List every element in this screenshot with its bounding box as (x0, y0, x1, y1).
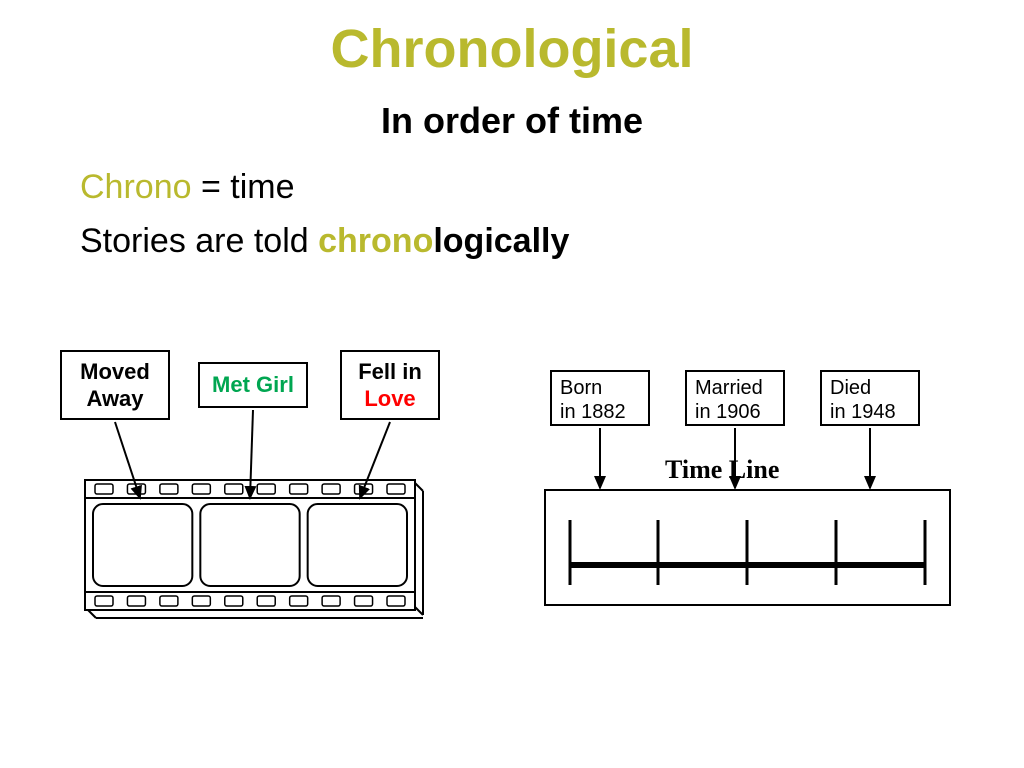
box-met-girl-label: Met Girl (212, 371, 294, 399)
box-fell-label-2: Love (364, 385, 415, 413)
box-married: Married in 1906 (685, 370, 785, 426)
body-line-2: Stories are told chronologically (80, 222, 569, 261)
equals-time: = time (192, 168, 295, 206)
timeline-box (545, 490, 950, 605)
box-moved-away-label: Moved Away (80, 358, 150, 413)
box-moved-away: Moved Away (60, 350, 170, 420)
stories-text: Stories are told (80, 222, 318, 260)
chrono-prefix: chrono (318, 222, 433, 260)
box-fell-in-love: Fell in Love (340, 350, 440, 420)
logically-suffix: logically (433, 222, 569, 260)
body-line-1: Chrono = time (80, 168, 295, 207)
box-died: Died in 1948 (820, 370, 920, 426)
slide: Chronological In order of time Chrono = … (0, 0, 1024, 768)
slide-subtitle: In order of time (0, 100, 1024, 142)
box-fell-label-1: Fell in (358, 358, 422, 386)
box-born: Born in 1882 (550, 370, 650, 426)
box-met-girl: Met Girl (198, 362, 308, 408)
chrono-word: Chrono (80, 168, 192, 206)
filmstrip (85, 480, 423, 618)
timeline-label: Time Line (665, 455, 779, 485)
slide-title: Chronological (0, 18, 1024, 80)
